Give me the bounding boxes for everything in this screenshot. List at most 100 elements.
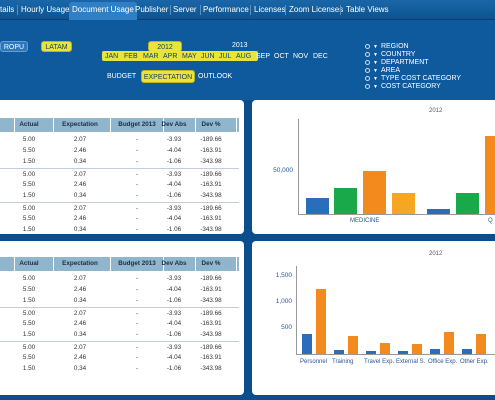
- tab-table-views[interactable]: Table Views: [346, 5, 389, 14]
- table-cell: -189.66: [200, 171, 222, 178]
- column-header[interactable]: Actual: [19, 121, 39, 128]
- table-row: 1.50 0.34 - -1.06 -343.98: [0, 190, 239, 201]
- column-header[interactable]: Actual: [19, 260, 39, 267]
- scenario-budget-button[interactable]: BUDGET: [107, 73, 137, 80]
- dimension-area[interactable]: ▼ AREA: [365, 67, 400, 74]
- table-cell: 0.34: [73, 297, 87, 304]
- chart-bar[interactable]: [427, 208, 450, 214]
- dimension-country[interactable]: ▼ COUNTRY: [365, 51, 415, 58]
- chart-bar[interactable]: [398, 350, 408, 354]
- tab-document-usage[interactable]: Document Usage: [69, 2, 137, 20]
- column-header[interactable]: Budget 2013: [118, 121, 156, 128]
- month-feb[interactable]: FEB: [124, 53, 138, 60]
- table-row: 5.00 2.07 - -3.93 -189.66: [0, 273, 239, 284]
- dimension-cost-category[interactable]: ▼ COST CATEGORY: [365, 83, 441, 90]
- table-cell: -: [135, 286, 139, 293]
- table-row: 5.50 2.46 - -4.04 -163.91: [0, 145, 239, 156]
- x-category-label: MEDICINE: [350, 218, 380, 224]
- chart-bar[interactable]: [348, 336, 358, 354]
- month-sep[interactable]: SEP: [256, 53, 271, 60]
- chart-bar[interactable]: [363, 170, 386, 214]
- region-latam-button[interactable]: LATAM: [41, 41, 72, 52]
- chart-bar[interactable]: [366, 350, 376, 354]
- month-apr[interactable]: APR: [163, 53, 178, 60]
- scenario-expectation-button[interactable]: EXPECTATION: [141, 70, 195, 83]
- radio-icon: [365, 52, 370, 57]
- x-category-label: Office Exp.: [428, 359, 458, 365]
- column-header[interactable]: Dev Abs: [161, 121, 187, 128]
- column-header[interactable]: Expectation: [62, 260, 98, 267]
- table-row: 1.50 0.34 - -1.06 -343.98: [0, 363, 239, 374]
- month-jun[interactable]: JUN: [201, 53, 215, 60]
- chart-bar[interactable]: [476, 334, 486, 354]
- column-header[interactable]: Dev %: [201, 260, 221, 267]
- top-nav: tails Hourly Usage Document Usage Publis…: [0, 0, 495, 20]
- table-header: Actual Expectation Budget 2013 Dev Abs Dev %: [0, 257, 239, 271]
- dimension-department[interactable]: ▼ DEPARTMENT: [365, 59, 429, 66]
- table-cell: 5.50: [22, 215, 36, 222]
- dimension-region[interactable]: ▼ REGION: [365, 43, 409, 50]
- chart-bar[interactable]: [306, 198, 329, 214]
- chart-bar[interactable]: [380, 343, 390, 354]
- month-oct[interactable]: OCT: [274, 53, 289, 60]
- table-cell: -189.66: [200, 344, 222, 351]
- table-cell: -343.98: [200, 158, 222, 165]
- region-ropu-button[interactable]: ROPU: [0, 41, 28, 52]
- tab-server[interactable]: Server: [173, 5, 197, 14]
- table-cell: -: [135, 365, 139, 372]
- month-nov[interactable]: NOV: [293, 53, 309, 60]
- chart-bar[interactable]: [334, 188, 357, 214]
- table-cell: -189.66: [200, 205, 222, 212]
- x-axis: [296, 354, 495, 355]
- table-cell: -1.06: [166, 226, 182, 233]
- radio-icon: [365, 44, 370, 49]
- table-cell: -: [135, 320, 139, 327]
- chart-bar[interactable]: [462, 348, 472, 354]
- month-jul[interactable]: JUL: [219, 53, 232, 60]
- table-cell: -1.06: [166, 192, 182, 199]
- tab-performance[interactable]: Performance: [203, 5, 249, 14]
- table-cell: -189.66: [200, 136, 222, 143]
- table-cell: 2.46: [73, 215, 87, 222]
- scenario-outlook-button[interactable]: OUTLOOK: [198, 73, 233, 80]
- month-may[interactable]: MAY: [182, 53, 197, 60]
- chart-bar[interactable]: [392, 193, 415, 214]
- table-row: 5.50 2.46 - -4.04 -163.91: [0, 352, 239, 363]
- table-cell: -: [135, 226, 139, 233]
- x-category-label: Travel Exp.: [364, 359, 395, 365]
- column-header[interactable]: Dev Abs: [161, 260, 187, 267]
- month-dec[interactable]: DEC: [313, 53, 328, 60]
- chart-bar[interactable]: [302, 334, 312, 354]
- chart-bar[interactable]: [316, 289, 326, 354]
- month-aug[interactable]: AUG: [236, 53, 252, 60]
- table-cell: -: [135, 297, 139, 304]
- tab-separator: [250, 5, 251, 15]
- table-cell: -163.91: [200, 181, 222, 188]
- column-header[interactable]: Dev %: [201, 121, 221, 128]
- tab-details[interactable]: tails: [0, 5, 15, 14]
- table-row: 5.50 2.46 - -4.04 -163.91: [0, 284, 239, 295]
- month-mar[interactable]: MAR: [143, 53, 159, 60]
- table-cell: -: [135, 192, 139, 199]
- column-header[interactable]: Budget 2013: [118, 260, 156, 267]
- tab-zoom-licenses[interactable]: Zoom Licenses: [289, 5, 344, 14]
- month-jan[interactable]: JAN: [105, 53, 119, 60]
- tab-publisher[interactable]: Publisher: [135, 5, 169, 14]
- column-divider: [163, 118, 164, 132]
- column-divider: [236, 118, 237, 132]
- column-header[interactable]: Expectation: [62, 121, 98, 128]
- chart-bar[interactable]: [334, 350, 344, 354]
- chart-bar[interactable]: [444, 331, 454, 354]
- tab-hourly-usage[interactable]: Hourly Usage: [21, 5, 70, 14]
- tab-licenses[interactable]: Licenses: [254, 5, 286, 14]
- chart-bar[interactable]: [485, 136, 495, 214]
- table-cell: 1.50: [22, 365, 36, 372]
- chart-bar[interactable]: [456, 193, 479, 214]
- chart-bar[interactable]: [430, 349, 440, 354]
- year-2013-button[interactable]: 2013: [232, 42, 248, 49]
- table-header: Actual Expectation Budget 2013 Dev Abs Dev %: [0, 118, 239, 132]
- dimension-type-cost-category[interactable]: ▼ TYPE COST CATEGORY: [365, 75, 461, 82]
- table-cell: -4.04: [166, 286, 182, 293]
- chart-bar[interactable]: [412, 344, 422, 354]
- table-cell: -: [135, 354, 139, 361]
